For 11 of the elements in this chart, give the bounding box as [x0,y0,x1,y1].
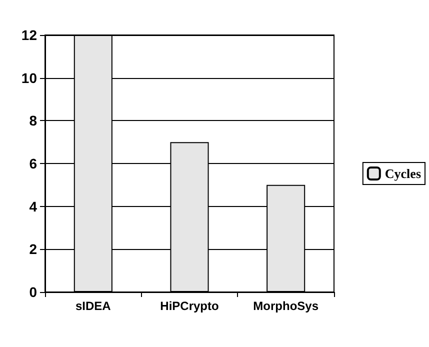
y-tick-label: 10 [21,70,38,86]
x-tick-label: sIDEA [75,299,112,313]
legend-label: Cycles [384,166,422,181]
x-tick-label: MorphoSys [253,299,319,313]
y-tick-label: 4 [29,198,38,214]
y-tick-label: 2 [29,241,38,258]
y-tick-label: 6 [29,156,38,172]
y-tick-label: 0 [29,284,38,300]
y-tick-label: 12 [21,27,38,43]
x-tick-label: HiPCrypto [160,299,219,313]
y-tick-label: 8 [29,112,38,129]
